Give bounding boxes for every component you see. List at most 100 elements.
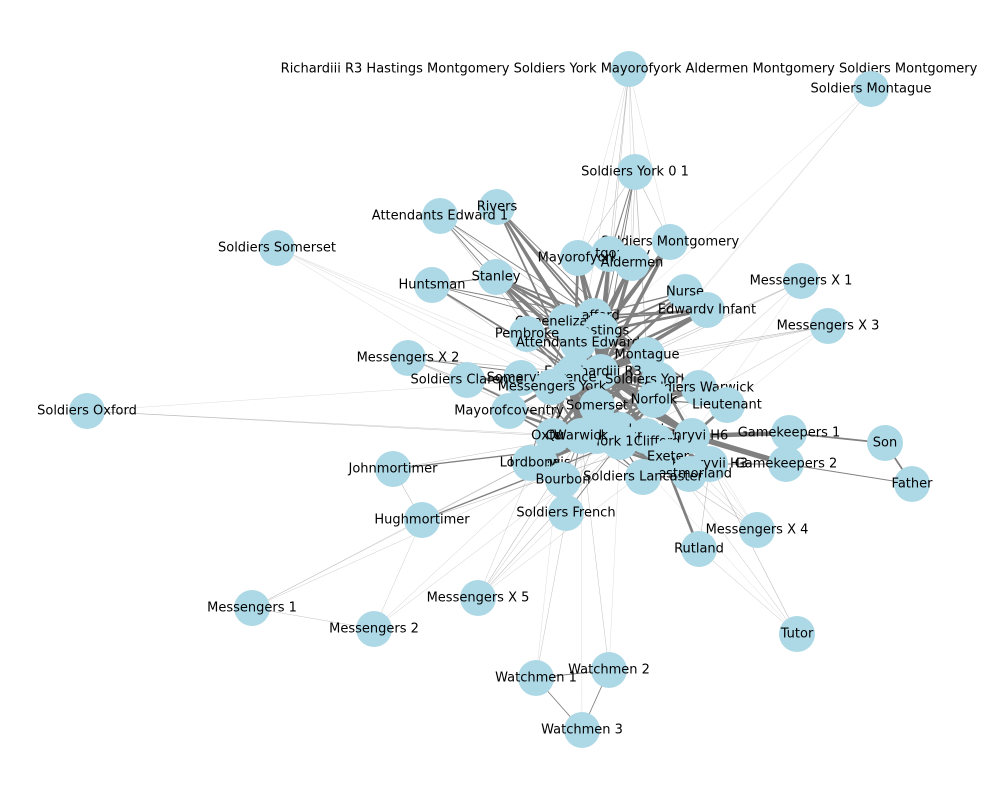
node-somerset[interactable]: Somerset <box>566 388 628 424</box>
node-circle[interactable] <box>563 418 599 454</box>
node-lordbona[interactable]: Lordbona <box>500 445 561 481</box>
node-son[interactable]: Son <box>867 425 903 461</box>
node-circle[interactable] <box>771 415 807 451</box>
node-circle[interactable] <box>422 198 458 234</box>
node-circle[interactable] <box>614 245 650 281</box>
node-messengers-x-5[interactable]: Messengers X 5 <box>427 580 530 616</box>
node-circle[interactable] <box>583 354 619 390</box>
node-rivers[interactable]: Rivers <box>477 189 518 225</box>
node-warwick[interactable]: Warwick <box>554 418 609 454</box>
node-mayorofyork[interactable]: Mayorofyork <box>538 240 619 276</box>
node-circle[interactable] <box>579 388 615 424</box>
node-circle[interactable] <box>674 418 710 454</box>
node-circle[interactable] <box>853 71 889 107</box>
node-circle[interactable] <box>894 466 930 502</box>
node-circle[interactable] <box>509 316 545 352</box>
node-messengers-x-3[interactable]: Messengers X 3 <box>777 308 880 344</box>
node-york-1-0[interactable]: York 1 0 <box>593 424 646 460</box>
edge-york-1-0-hughmortimer <box>421 441 621 521</box>
node-circle[interactable] <box>867 425 903 461</box>
node-circle[interactable] <box>545 462 581 498</box>
node-circle[interactable] <box>414 267 450 303</box>
node-circle[interactable] <box>652 224 688 260</box>
node-aldermen[interactable]: Aldermen <box>601 245 664 281</box>
node-circle[interactable] <box>356 611 392 647</box>
node-johnmortimer[interactable]: Johnmortimer <box>348 451 439 487</box>
node-father[interactable]: Father <box>892 466 934 502</box>
node-henryvi-h6[interactable]: Henryvi H6 <box>656 418 729 454</box>
node-pembroke[interactable]: Pembroke <box>495 316 559 352</box>
node-circle[interactable] <box>611 51 647 87</box>
node-circle[interactable] <box>375 451 411 487</box>
node-circle[interactable] <box>503 360 539 396</box>
node-richardiii-r3-long[interactable]: Richardiii R3 Hastings Montgomery Soldie… <box>281 51 978 87</box>
node-messengers-x-2[interactable]: Messengers X 2 <box>357 340 460 376</box>
node-soldiers-french[interactable]: Soldiers French <box>516 495 616 531</box>
node-circle[interactable] <box>518 660 554 696</box>
node-circle[interactable] <box>259 230 295 266</box>
node-messengers-york[interactable]: Messengers York <box>498 369 607 405</box>
node-soldiers-montague[interactable]: Soldiers Montague <box>811 71 932 107</box>
node-circle[interactable] <box>681 370 717 406</box>
node-circle[interactable] <box>479 189 515 225</box>
node-gamekeepers-2[interactable]: Gamekeepers 2 <box>735 446 838 482</box>
node-circle[interactable] <box>681 531 717 567</box>
node-bourbon[interactable]: Bourbon <box>536 462 591 498</box>
node-soldiers-york-0-1[interactable]: Soldiers York 0 1 <box>581 154 689 190</box>
node-soldiers-oxford[interactable]: Soldiers Oxford <box>37 393 137 429</box>
node-attendants-edward[interactable]: Attendants Edward <box>516 325 640 361</box>
node-circle[interactable] <box>625 459 661 495</box>
node-circle[interactable] <box>617 154 653 190</box>
node-westmorland[interactable]: Westmorland <box>646 456 732 492</box>
node-circle[interactable] <box>404 502 440 538</box>
node-circle[interactable] <box>591 652 627 688</box>
node-circle[interactable] <box>779 616 815 652</box>
node-edwardv-infant[interactable]: Edwardv Infant <box>658 292 756 328</box>
node-rutland[interactable]: Rutland <box>674 531 724 567</box>
node-hughmortimer[interactable]: Hughmortimer <box>374 502 470 538</box>
node-circle[interactable] <box>534 369 570 405</box>
node-circle[interactable] <box>560 240 596 276</box>
node-soldiers-somerset[interactable]: Soldiers Somerset <box>218 230 336 266</box>
node-circle[interactable] <box>602 424 638 460</box>
node-montague[interactable]: Montague <box>615 337 680 373</box>
node-circle[interactable] <box>739 512 775 548</box>
node-circle[interactable] <box>460 580 496 616</box>
node-watchmen-3[interactable]: Watchmen 3 <box>541 712 623 748</box>
node-circle[interactable] <box>234 590 270 626</box>
node-soldiers-clarence[interactable]: Soldiers Clarence <box>410 362 524 398</box>
node-circle[interactable] <box>810 308 846 344</box>
node-circle[interactable] <box>564 712 600 748</box>
node-gamekeepers-1[interactable]: Gamekeepers 1 <box>738 415 841 451</box>
node-circle[interactable] <box>636 382 672 418</box>
node-watchmen-2[interactable]: Watchmen 2 <box>568 652 650 688</box>
node-circle[interactable] <box>449 362 485 398</box>
node-messengers-x-1[interactable]: Messengers X 1 <box>750 263 853 299</box>
node-circle[interactable] <box>768 446 804 482</box>
node-attendants-edward-1[interactable]: Attendants Edward 1 <box>372 198 508 234</box>
node-label: Stanley <box>472 270 521 285</box>
node-tutor[interactable]: Tutor <box>779 616 815 652</box>
node-circle[interactable] <box>69 393 105 429</box>
node-mayorofcoventry[interactable]: Mayorofcoventry <box>454 393 564 429</box>
node-circle[interactable] <box>560 325 596 361</box>
node-circle[interactable] <box>548 495 584 531</box>
node-huntsman[interactable]: Huntsman <box>399 267 466 303</box>
node-circle[interactable] <box>390 340 426 376</box>
node-watchmen-1[interactable]: Watchmen 1 <box>495 660 577 696</box>
node-circle[interactable] <box>671 456 707 492</box>
node-soldiers-lancaster[interactable]: Soldiers Lancaster <box>583 459 704 495</box>
node-messengers-x-4[interactable]: Messengers X 4 <box>706 512 809 548</box>
node-lieutenant[interactable]: Lieutenant <box>692 387 762 423</box>
node-stanley[interactable]: Stanley <box>472 259 521 295</box>
node-circle[interactable] <box>491 393 527 429</box>
node-messengers-2[interactable]: Messengers 2 <box>329 611 419 647</box>
node-circle[interactable] <box>783 263 819 299</box>
node-messengers-1[interactable]: Messengers 1 <box>207 590 297 626</box>
node-circle[interactable] <box>709 387 745 423</box>
node-circle[interactable] <box>535 418 571 454</box>
node-circle[interactable] <box>478 259 514 295</box>
node-norfolk[interactable]: Norfolk <box>631 382 678 418</box>
node-circle[interactable] <box>689 292 725 328</box>
node-circle[interactable] <box>512 445 548 481</box>
